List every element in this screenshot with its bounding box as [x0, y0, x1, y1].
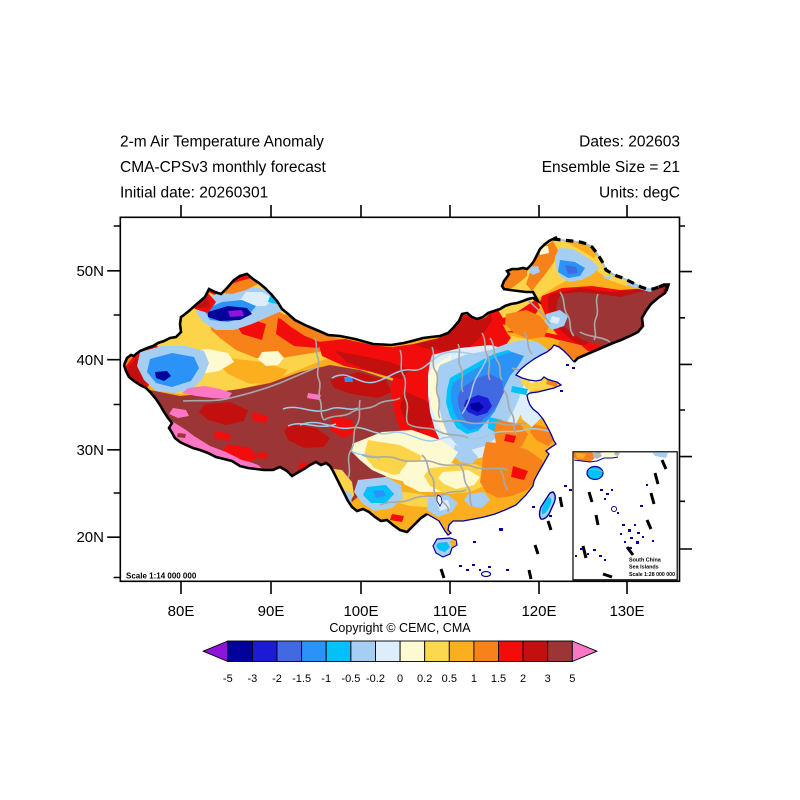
svg-text:1.5: 1.5 — [491, 673, 506, 685]
svg-text:5: 5 — [569, 673, 575, 685]
svg-text:-0.2: -0.2 — [366, 673, 385, 685]
svg-text:20N: 20N — [76, 529, 104, 546]
svg-text:50N: 50N — [76, 263, 104, 280]
svg-text:90E: 90E — [258, 603, 285, 620]
svg-text:Scale 1:28 000 000: Scale 1:28 000 000 — [629, 572, 675, 578]
svg-text:-0.5: -0.5 — [341, 673, 360, 685]
svg-text:Copyright © CEMC, CMA: Copyright © CEMC, CMA — [329, 621, 471, 635]
svg-text:2-m Air Temperature Anomaly: 2-m Air Temperature Anomaly — [120, 134, 324, 151]
svg-text:0.5: 0.5 — [442, 673, 457, 685]
svg-text:130E: 130E — [609, 603, 644, 620]
svg-text:110E: 110E — [433, 603, 467, 620]
svg-text:30N: 30N — [76, 442, 104, 459]
svg-text:CMA-CPSv3 monthly forecast: CMA-CPSv3 monthly forecast — [120, 159, 327, 176]
svg-text:Sea Islands: Sea Islands — [629, 565, 659, 571]
svg-text:-5: -5 — [223, 673, 233, 685]
svg-text:0: 0 — [397, 673, 403, 685]
svg-text:-2: -2 — [272, 673, 282, 685]
svg-text:Ensemble Size = 21: Ensemble Size = 21 — [542, 159, 680, 176]
svg-text:-1: -1 — [321, 673, 331, 685]
svg-text:Units: degC: Units: degC — [599, 185, 680, 202]
svg-text:Dates: 202603: Dates: 202603 — [579, 134, 680, 151]
svg-text:3: 3 — [545, 673, 551, 685]
svg-text:120E: 120E — [521, 603, 556, 620]
svg-text:80E: 80E — [168, 603, 195, 620]
svg-text:0.2: 0.2 — [417, 673, 432, 685]
svg-text:Initial date: 20260301: Initial date: 20260301 — [120, 185, 268, 202]
svg-text:South China: South China — [629, 558, 662, 564]
svg-text:40N: 40N — [76, 352, 104, 369]
svg-text:100E: 100E — [343, 603, 378, 620]
svg-text:-1.5: -1.5 — [292, 673, 311, 685]
svg-text:2: 2 — [520, 673, 526, 685]
svg-text:1: 1 — [471, 673, 477, 685]
svg-text:Scale 1:14 000 000: Scale 1:14 000 000 — [126, 572, 197, 581]
svg-text:-3: -3 — [248, 673, 258, 685]
